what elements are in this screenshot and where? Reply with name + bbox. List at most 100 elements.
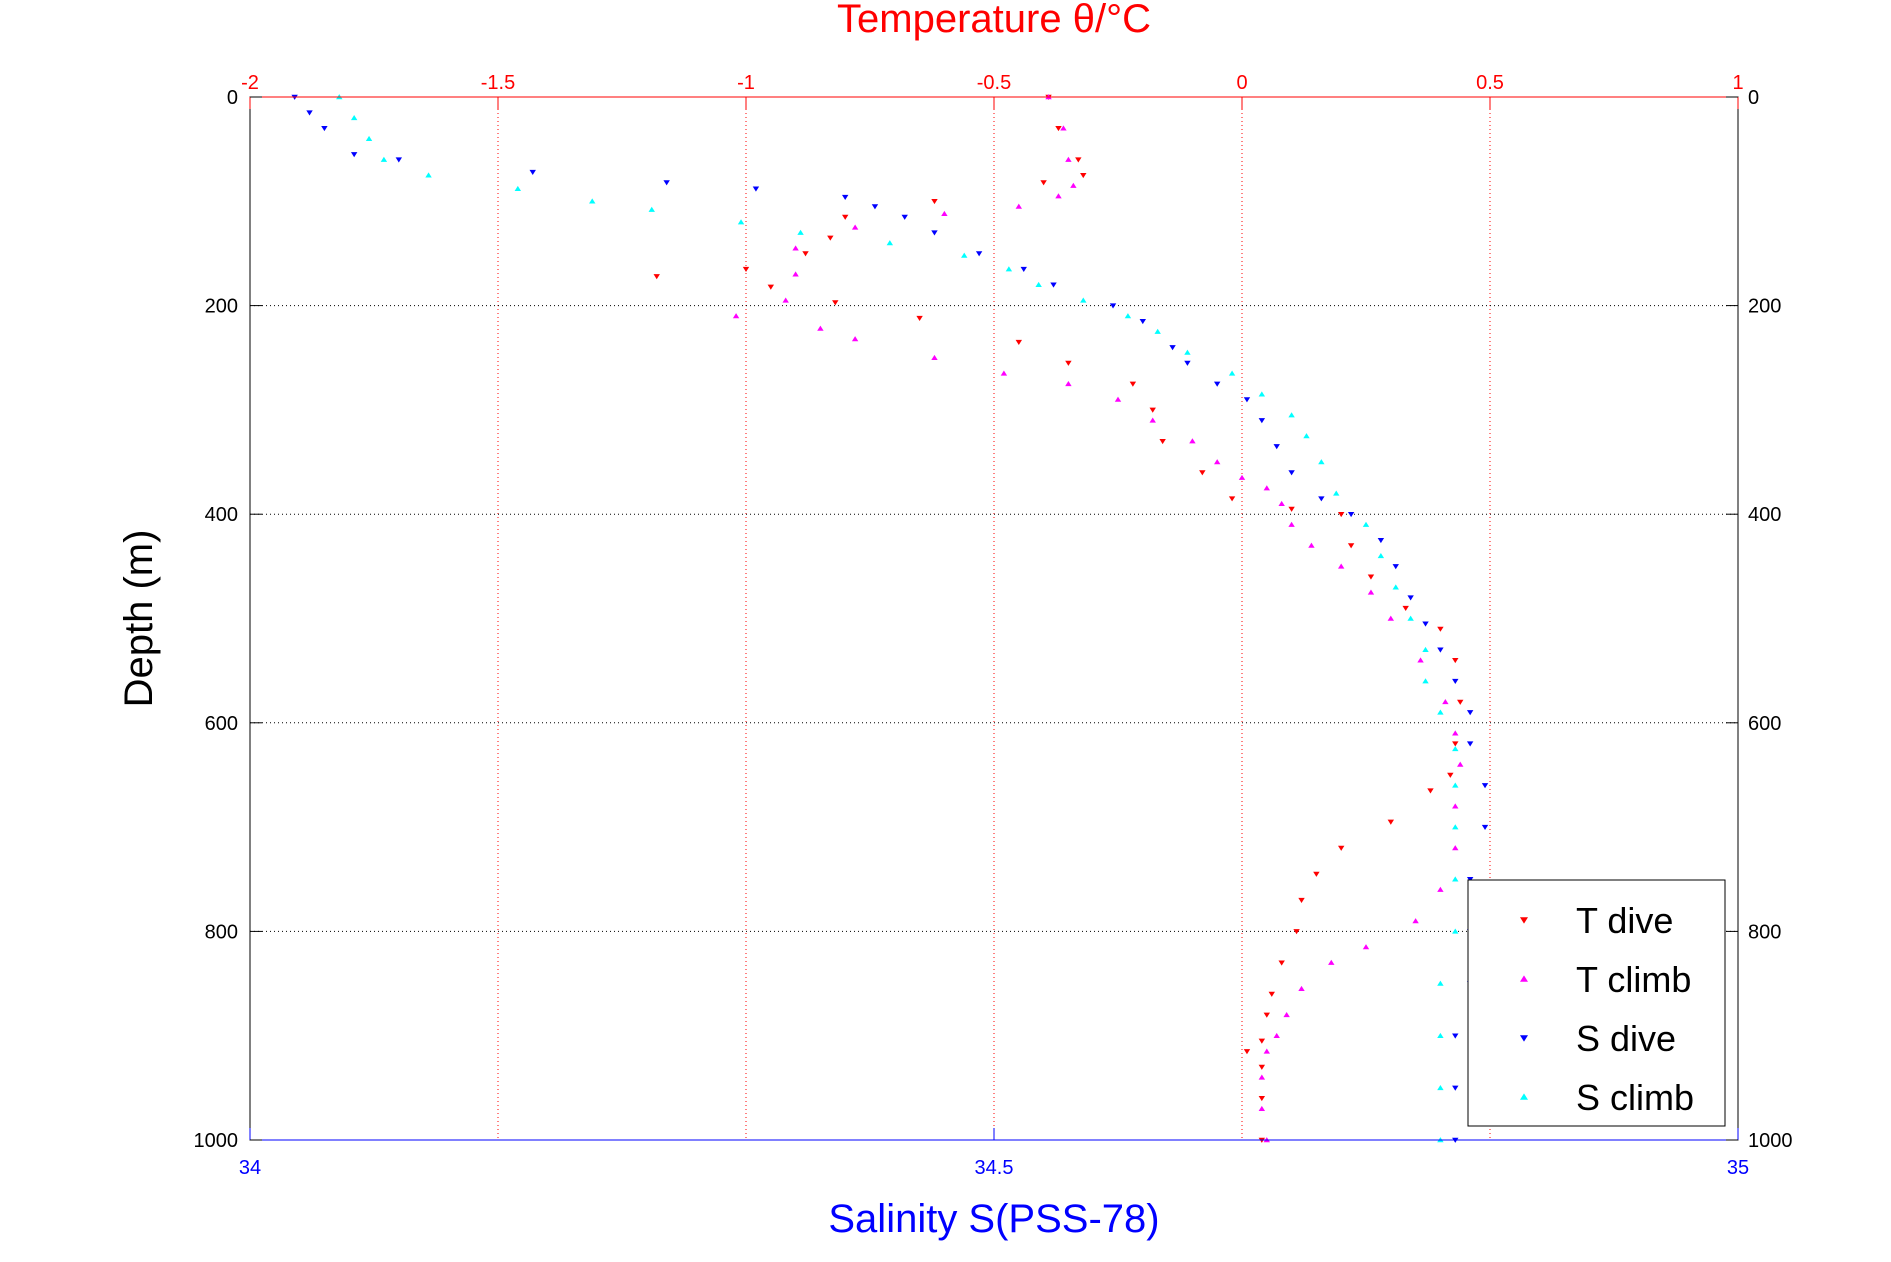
data-point-s-climb	[514, 185, 522, 192]
data-point-s-dive	[1050, 282, 1057, 288]
data-point-t-dive	[1258, 1064, 1266, 1070]
data-point-s-dive	[1377, 538, 1385, 544]
data-point-s-climb	[350, 114, 358, 121]
data-point-s-dive	[1481, 783, 1489, 789]
data-point-t-climb	[851, 224, 859, 230]
top-tick-label: 1	[1732, 72, 1743, 94]
top-axis-title: Temperature θ/°C	[837, 0, 1151, 41]
right-tick-label: 400	[1748, 504, 1781, 526]
data-point-s-climb	[1452, 782, 1459, 788]
ticks: -2 -1.5 -1 -0.5 0 0.5 1 34 34.5 35 0 0 200 200 400 400 6…	[194, 72, 1793, 1179]
data-point-s-climb	[797, 229, 804, 235]
data-point-t-dive	[1149, 407, 1156, 413]
data-point-t-climb	[1457, 761, 1464, 767]
data-point-s-dive	[1452, 1033, 1459, 1039]
data-point-t-dive	[1367, 574, 1375, 580]
data-point-s-dive	[1020, 266, 1027, 272]
data-point-s-climb	[1318, 459, 1325, 465]
data-point-s-climb	[1228, 370, 1236, 376]
data-point-s-climb	[1154, 328, 1161, 334]
data-point-s-climb	[737, 219, 745, 225]
data-point-t-climb	[1412, 918, 1419, 924]
left-tick-label: 1000	[194, 1130, 239, 1152]
data-point-t-dive	[1040, 180, 1047, 186]
legend-marker-s-climb	[1520, 1093, 1528, 1100]
data-point-s-dive	[1288, 470, 1295, 476]
top-tick-label: -1	[737, 72, 755, 94]
data-point-t-dive	[1293, 929, 1300, 935]
data-point-s-dive	[931, 230, 938, 236]
data-point-s-climb	[1452, 928, 1459, 934]
left-tick-label: 0	[227, 87, 238, 109]
data-point-s-dive	[1347, 511, 1355, 518]
data-point-t-dive	[1387, 819, 1394, 825]
data-point-s-dive	[395, 157, 402, 163]
legend-label-s-climb: S climb	[1576, 1077, 1694, 1118]
data-point-s-climb	[589, 198, 596, 204]
data-point-s-dive	[1258, 418, 1266, 424]
data-point-t-dive	[1338, 511, 1345, 518]
data-point-t-dive	[1347, 543, 1355, 549]
data-point-t-dive	[1055, 126, 1062, 132]
bottom-tick-label: 34	[239, 1157, 261, 1179]
data-point-t-climb	[1362, 944, 1370, 950]
data-point-t-dive	[1258, 1096, 1266, 1102]
data-point-s-climb	[648, 206, 655, 212]
data-point-t-dive	[767, 284, 774, 290]
data-point-s-dive	[1109, 303, 1117, 309]
data-point-s-climb	[1288, 412, 1295, 418]
data-point-s-climb	[1124, 313, 1132, 319]
right-tick-label: 800	[1748, 921, 1781, 943]
data-point-s-climb	[1377, 553, 1385, 559]
right-tick-label: 0	[1748, 87, 1759, 109]
data-point-t-dive	[1258, 1038, 1266, 1044]
data-point-t-climb	[1452, 730, 1459, 736]
data-point-t-climb	[1070, 182, 1077, 188]
data-point-s-dive	[752, 186, 760, 192]
data-point-s-dive	[1481, 824, 1489, 830]
data-point-s-climb	[1362, 521, 1370, 527]
data-point-t-dive	[931, 199, 938, 205]
data-point-t-dive	[1278, 960, 1285, 966]
data-point-t-climb	[851, 336, 859, 342]
data-point-s-climb	[1437, 1032, 1444, 1038]
data-point-t-dive	[1427, 788, 1434, 794]
data-point-s-climb	[1422, 646, 1429, 653]
data-point-t-climb	[792, 245, 799, 251]
data-point-t-dive	[1129, 381, 1137, 387]
data-point-s-dive	[1214, 381, 1221, 387]
data-point-s-climb	[1080, 297, 1087, 303]
data-point-t-climb	[1065, 156, 1072, 162]
data-point-s-climb	[1452, 745, 1459, 752]
top-tick-label: -2	[241, 72, 259, 94]
data-point-t-dive	[842, 214, 849, 220]
data-point-t-climb	[1417, 657, 1424, 663]
data-point-s-dive	[1452, 678, 1459, 684]
data-point-s-climb	[1437, 980, 1444, 986]
bottom-tick-label: 35	[1727, 1157, 1749, 1179]
data-point-t-climb	[1283, 1011, 1290, 1018]
data-point-t-climb	[1214, 459, 1221, 465]
data-point-s-dive	[1318, 496, 1325, 502]
data-point-s-dive	[1466, 710, 1474, 716]
right-tick-label: 600	[1748, 713, 1781, 735]
data-point-t-dive	[1447, 772, 1454, 778]
series-t-dive	[653, 94, 1464, 1143]
left-tick-label: 800	[205, 921, 238, 943]
data-point-t-climb	[1437, 886, 1444, 892]
data-point-t-climb	[1114, 396, 1122, 402]
data-point-s-dive	[1273, 444, 1280, 450]
data-point-t-climb	[817, 325, 824, 331]
data-point-s-climb	[961, 252, 968, 258]
legend-marker-t-dive	[1520, 917, 1528, 924]
bottom-axis-title: Salinity S(PSS-78)	[828, 1197, 1159, 1241]
data-point-s-dive	[350, 152, 358, 158]
legend: T dive T climb S dive S climb	[1467, 879, 1726, 1127]
data-point-t-climb	[1452, 803, 1459, 809]
data-point-s-climb	[1333, 490, 1340, 496]
data-point-t-climb	[1263, 1048, 1270, 1054]
data-point-s-climb	[1407, 615, 1414, 621]
data-point-s-dive	[842, 194, 849, 201]
data-point-t-dive	[1199, 470, 1206, 476]
